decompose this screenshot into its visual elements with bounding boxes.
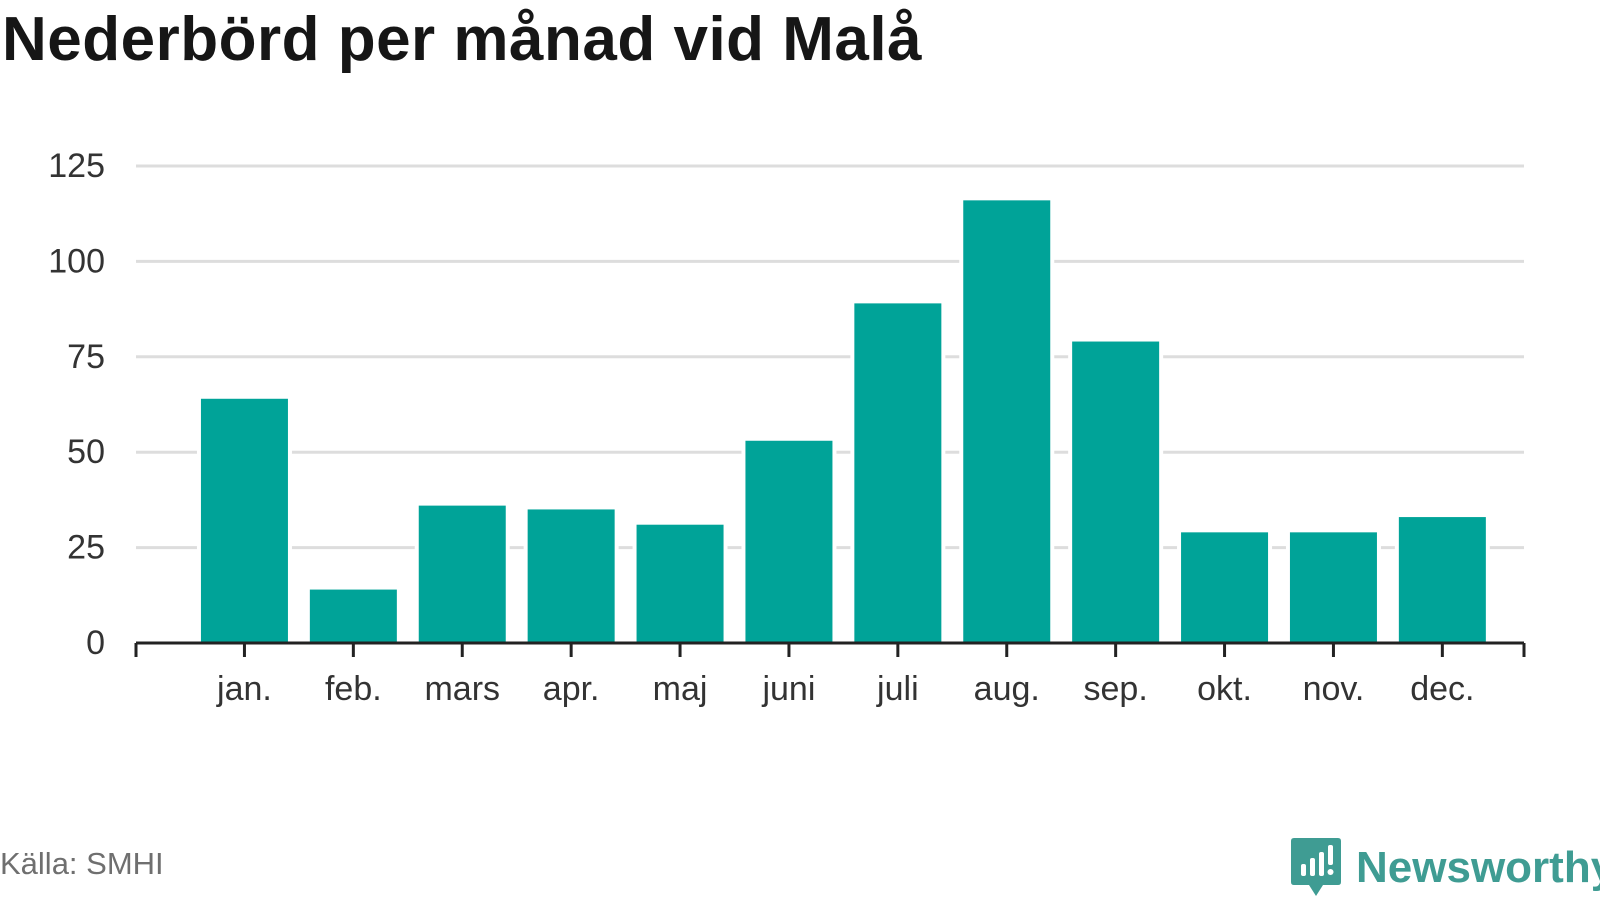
x-tick-label: jan. (216, 670, 272, 708)
bar (418, 505, 506, 643)
bar (1398, 517, 1486, 643)
x-tick-label: okt. (1197, 670, 1252, 708)
y-tick-label: 0 (86, 624, 105, 662)
x-tick-label: dec. (1410, 670, 1474, 708)
bar (309, 589, 397, 643)
x-tick-label: nov. (1303, 670, 1365, 708)
bar (1181, 532, 1269, 643)
source-note: Källa: SMHI (0, 846, 164, 881)
bar (1072, 341, 1160, 643)
x-tick-label: juni (761, 670, 815, 708)
newsworthy-logo-icon (1291, 838, 1341, 896)
x-tick-label: aug. (974, 670, 1040, 708)
bar (1289, 532, 1377, 643)
bar (636, 524, 724, 643)
bars (196, 196, 1490, 643)
y-axis-labels: 0 25 50 75 100 125 (48, 147, 105, 662)
x-tick-label: maj (653, 670, 708, 708)
brand-name: Newsworthy (1356, 843, 1600, 892)
bar (745, 440, 833, 643)
brand-logo[interactable]: Newsworthy (1290, 836, 1600, 902)
chart-title: Nederbörd per månad vid Malå (2, 5, 923, 74)
y-tick-label: 25 (67, 529, 105, 567)
bar (200, 398, 288, 643)
x-axis-labels: jan. feb. mars apr. maj juni juli aug. sep. okt. n… (216, 670, 1474, 708)
y-tick-label: 100 (48, 242, 105, 280)
x-tick-label: juli (876, 670, 919, 708)
x-tick-label: feb. (325, 670, 382, 708)
y-tick-label: 75 (67, 338, 105, 376)
x-axis (134, 641, 1526, 657)
y-tick-label: 125 (48, 147, 105, 185)
y-tick-label: 50 (67, 433, 105, 471)
x-tick-label: sep. (1084, 670, 1148, 708)
bar (854, 303, 942, 643)
bar (963, 200, 1051, 643)
x-tick-label: apr. (543, 670, 600, 708)
bar (527, 509, 615, 643)
x-tick-label: mars (424, 670, 500, 708)
